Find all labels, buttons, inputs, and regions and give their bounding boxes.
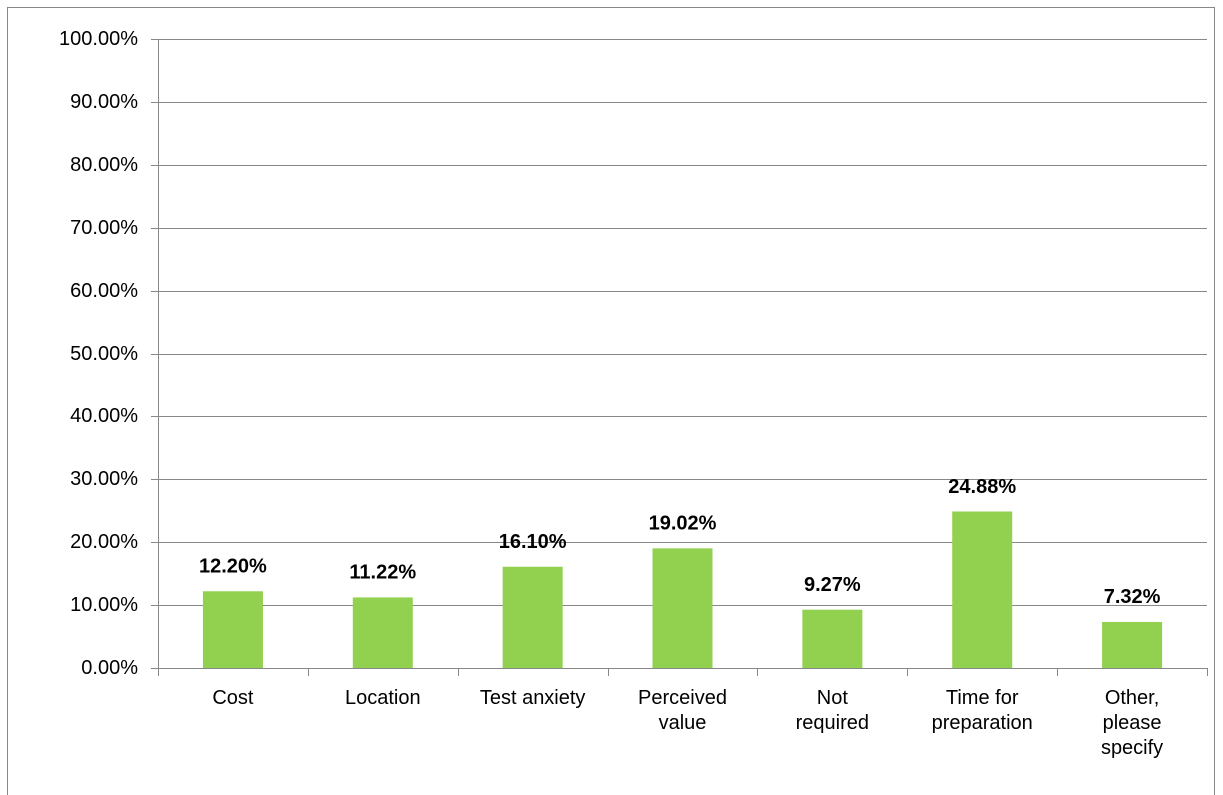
value-label: 11.22% bbox=[349, 562, 416, 584]
x-tick-label: Location bbox=[344, 687, 421, 709]
x-tick-label: Time for preparation bbox=[931, 687, 1033, 734]
y-tick-label: 60.00% bbox=[70, 280, 138, 302]
y-tick-label: 80.00% bbox=[70, 154, 138, 176]
y-tick-label: 50.00% bbox=[70, 343, 138, 365]
x-tick-label: Test anxiety bbox=[479, 687, 586, 709]
chart-frame bbox=[7, 7, 1215, 795]
value-label: 16.10% bbox=[499, 531, 567, 553]
value-label: 19.02% bbox=[649, 513, 717, 535]
bar bbox=[352, 597, 413, 668]
y-tick-label: 0.00% bbox=[81, 657, 138, 679]
value-label: 7.32% bbox=[1104, 586, 1161, 608]
x-tick-label: Cost bbox=[212, 687, 254, 709]
bar bbox=[952, 511, 1013, 668]
y-tick-label: 100.00% bbox=[59, 28, 138, 50]
x-tick-label: Not required bbox=[795, 687, 870, 734]
value-label: 12.20% bbox=[199, 556, 267, 578]
bar bbox=[652, 548, 713, 668]
y-tick-label: 10.00% bbox=[70, 594, 138, 616]
bar bbox=[202, 591, 263, 668]
y-tick-label: 30.00% bbox=[70, 468, 138, 490]
bar bbox=[502, 566, 563, 668]
value-label: 24.88% bbox=[948, 476, 1016, 498]
y-tick-label: 20.00% bbox=[70, 531, 138, 553]
y-tick-label: 90.00% bbox=[70, 91, 138, 113]
y-tick-label: 40.00% bbox=[70, 405, 138, 427]
x-tick-label: Other, please specify bbox=[1100, 687, 1164, 759]
value-label: 9.27% bbox=[804, 574, 861, 596]
bar bbox=[1102, 621, 1163, 668]
bar bbox=[802, 609, 863, 668]
x-tick-label: Perceived value bbox=[638, 687, 727, 734]
y-tick-label: 70.00% bbox=[70, 217, 138, 239]
